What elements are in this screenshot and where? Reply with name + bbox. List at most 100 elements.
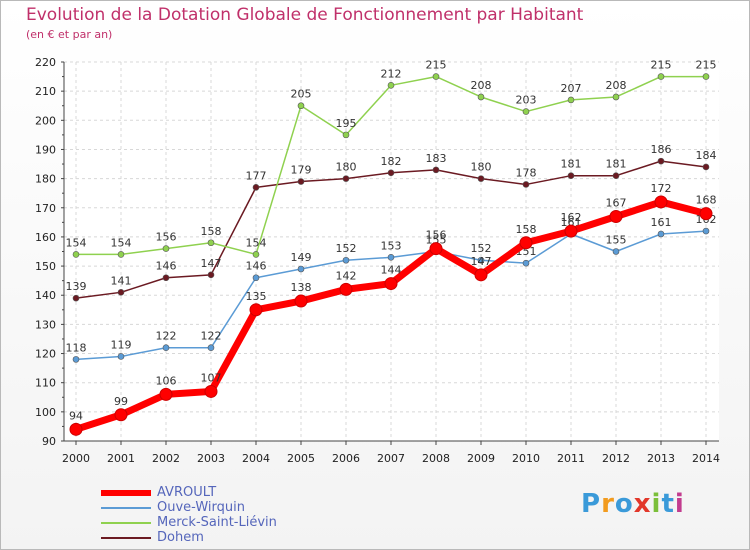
- data-label: 144: [381, 264, 402, 277]
- data-point: [474, 268, 488, 282]
- x-tick-label: 2011: [557, 452, 585, 465]
- data-label: 152: [336, 242, 357, 255]
- data-point: [162, 344, 170, 352]
- data-point: [612, 172, 620, 179]
- data-label: 180: [336, 161, 357, 174]
- y-tick-label: 220: [35, 56, 56, 69]
- data-point: [117, 251, 125, 258]
- data-point: [162, 245, 170, 252]
- data-point: [162, 274, 170, 282]
- y-tick-label: 140: [35, 289, 56, 302]
- data-point: [702, 227, 710, 235]
- data-point: [294, 294, 308, 308]
- data-label: 212: [381, 67, 402, 80]
- x-tick-label: 2000: [62, 452, 90, 465]
- data-point: [252, 184, 260, 191]
- data-point: [522, 181, 530, 188]
- data-label: 146: [246, 260, 267, 273]
- x-tick-label: 2012: [602, 452, 630, 465]
- data-point: [612, 248, 620, 255]
- legend-label-avroult: AVROULT: [157, 485, 217, 500]
- data-label: 118: [66, 341, 87, 354]
- data-label: 172: [651, 182, 672, 195]
- data-point: [114, 408, 128, 422]
- data-label: 182: [381, 155, 402, 168]
- chart-title: Evolution de la Dotation Globale de Fonc…: [26, 5, 584, 25]
- data-label: 205: [291, 88, 312, 101]
- data-label: 177: [246, 169, 267, 182]
- legend-swatch-ouve-wirquin: [101, 507, 151, 509]
- data-label: 138: [291, 281, 312, 294]
- data-label: 158: [516, 223, 537, 236]
- data-point: [522, 108, 530, 115]
- data-label: 107: [201, 371, 222, 384]
- x-tick-label: 2007: [377, 452, 405, 465]
- data-label: 119: [111, 338, 132, 351]
- data-point: [657, 230, 665, 238]
- data-label: 142: [336, 269, 357, 282]
- data-point: [567, 172, 575, 179]
- data-label: 167: [606, 197, 627, 210]
- data-point: [432, 73, 440, 80]
- data-point: [207, 271, 215, 279]
- data-point: [207, 239, 215, 247]
- data-label: 156: [426, 229, 447, 242]
- data-label: 122: [156, 330, 177, 343]
- data-label: 139: [66, 280, 87, 293]
- data-point: [384, 277, 398, 291]
- data-label: 154: [246, 236, 267, 249]
- data-label: 156: [156, 231, 177, 244]
- data-point: [69, 422, 83, 436]
- data-label: 183: [426, 152, 447, 165]
- data-label: 146: [156, 260, 177, 273]
- chart-subtitle: (en € et par an): [26, 28, 113, 41]
- data-label: 181: [606, 158, 627, 171]
- legend-swatch-dohem: [101, 537, 151, 539]
- data-point: [567, 96, 575, 104]
- data-point: [702, 163, 710, 171]
- y-tick-label: 160: [35, 231, 56, 244]
- data-point: [342, 256, 350, 264]
- data-point: [252, 251, 260, 258]
- data-point: [72, 251, 80, 258]
- data-point: [477, 175, 485, 182]
- data-point: [117, 353, 125, 360]
- y-tick-label: 110: [35, 377, 56, 390]
- legend-label-dohem: Dohem: [157, 530, 204, 545]
- data-point: [72, 294, 80, 302]
- data-label: 168: [696, 194, 717, 207]
- data-label: 99: [114, 395, 128, 408]
- legend-swatch-merck-saint-lievin: [101, 522, 151, 524]
- y-tick-label: 150: [35, 260, 56, 273]
- data-point: [429, 242, 443, 256]
- data-point: [477, 93, 485, 101]
- data-label: 153: [381, 239, 402, 252]
- data-label: 147: [201, 257, 222, 270]
- data-label: 180: [471, 161, 492, 174]
- data-label: 195: [336, 117, 357, 130]
- data-point: [342, 175, 350, 182]
- data-point: [519, 236, 533, 250]
- data-point: [654, 195, 668, 209]
- y-tick-label: 190: [35, 143, 56, 156]
- data-point: [612, 93, 620, 101]
- legend-label-merck-saint-lievin: Merck-Saint-Liévin: [157, 515, 277, 530]
- legend-label-ouve-wirquin: Ouve-Wirquin: [157, 500, 245, 515]
- x-tick-label: 2009: [467, 452, 495, 465]
- data-label: 215: [651, 59, 672, 72]
- proxiti-logo: Proxiti: [581, 489, 685, 519]
- data-point: [432, 166, 440, 174]
- y-tick-label: 210: [35, 85, 56, 98]
- data-label: 215: [426, 59, 447, 72]
- x-tick-label: 2014: [692, 452, 720, 465]
- y-tick-label: 200: [35, 114, 56, 127]
- data-point: [702, 73, 710, 80]
- data-point: [297, 178, 305, 185]
- data-point: [387, 82, 395, 89]
- data-label: 149: [291, 251, 312, 264]
- data-point: [657, 157, 665, 165]
- data-label: 203: [516, 94, 537, 107]
- data-label: 154: [111, 236, 132, 249]
